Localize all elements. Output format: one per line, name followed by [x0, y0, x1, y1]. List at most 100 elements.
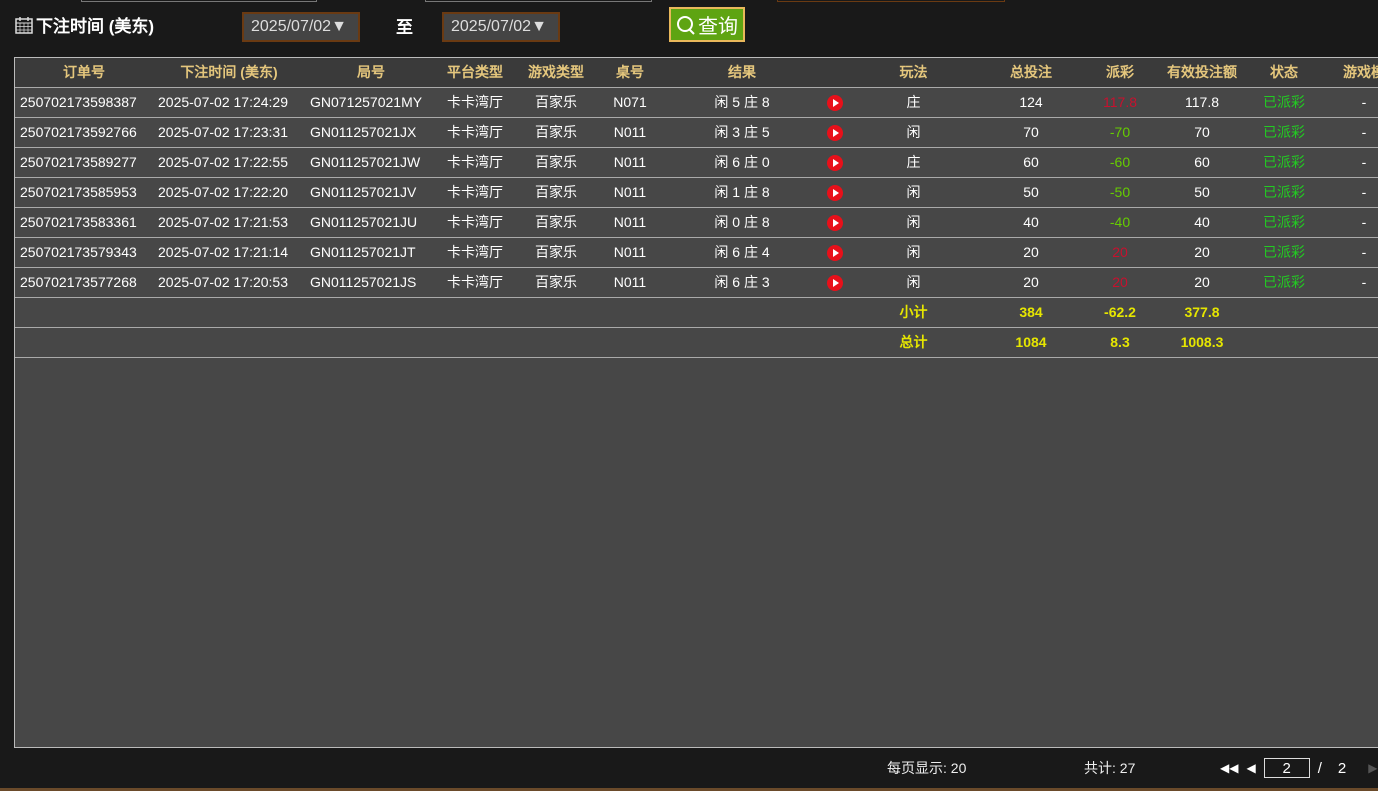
empty-cell [599, 327, 661, 358]
table-row[interactable]: 250702173592766 2025-07-02 17:23:31 GN0112… [15, 117, 1378, 148]
cell: N011 [599, 117, 661, 148]
play-video-icon[interactable] [826, 184, 843, 201]
cell: 闲 0 庄 8 [661, 207, 823, 238]
top-input-3[interactable] [777, 0, 1005, 2]
page-separator: / [1317, 759, 1322, 777]
end-date-select[interactable]: 2025/07/02▼ [442, 12, 560, 42]
cell: - [1323, 267, 1378, 298]
total_bet-cell: 1084 [981, 327, 1081, 358]
column-header: 状态 [1245, 58, 1323, 88]
empty-cell [513, 297, 599, 328]
cell: 20 [1159, 267, 1245, 298]
play-video-icon[interactable] [826, 124, 843, 141]
calendar-icon [15, 16, 33, 34]
table-row[interactable]: 250702173577268 2025-07-02 17:20:53 GN0112… [15, 267, 1378, 298]
column-header: 局号 [305, 58, 437, 88]
status-cell: 已派彩 [1245, 267, 1323, 298]
cell: 闲 6 庄 3 [661, 267, 823, 298]
cell: GN071257021MY [305, 87, 437, 118]
label-cell: 总计 [846, 327, 981, 358]
payout-cell: -40 [1081, 207, 1159, 238]
payout-cell: -50 [1081, 177, 1159, 208]
table-row[interactable]: 250702173583361 2025-07-02 17:21:53 GN0112… [15, 207, 1378, 238]
per-page-label: 每页显示: 20 [887, 760, 967, 776]
cell: N071 [599, 87, 661, 118]
payout-cell: -60 [1081, 147, 1159, 178]
cell: 百家乐 [513, 87, 599, 118]
status-cell: 已派彩 [1245, 177, 1323, 208]
payout-cell: -70 [1081, 117, 1159, 148]
cell: 庄 [846, 87, 981, 118]
cell: N011 [599, 237, 661, 268]
page-input[interactable] [1263, 758, 1310, 778]
column-header: 平台类型 [437, 58, 513, 88]
bottom-strip [0, 788, 1378, 791]
cell: - [1323, 177, 1378, 208]
play-video-icon[interactable] [826, 94, 843, 111]
cell: 2025-07-02 17:23:31 [153, 117, 305, 148]
top-input-2[interactable] [425, 0, 652, 2]
table-row[interactable]: 250702173579343 2025-07-02 17:21:14 GN0112… [15, 237, 1378, 268]
play-video-icon[interactable] [826, 214, 843, 231]
cell: GN011257021JV [305, 177, 437, 208]
table-row[interactable]: 250702173585953 2025-07-02 17:22:20 GN0112… [15, 177, 1378, 208]
query-label: 查询 [698, 16, 738, 38]
prev-page-icon[interactable]: ◀ [1246, 761, 1256, 775]
cell: 闲 1 庄 8 [661, 177, 823, 208]
play-video-icon[interactable] [826, 244, 843, 261]
column-header: 总投注 [981, 58, 1081, 88]
valid_bet-cell: 377.8 [1159, 297, 1245, 328]
cell: 2025-07-02 17:22:55 [153, 147, 305, 178]
play-video-icon[interactable] [826, 274, 843, 291]
cell: 闲 [846, 237, 981, 268]
cell: 闲 6 庄 0 [661, 147, 823, 178]
subtotal-row: 小计 384 -62.2 377.8 [15, 297, 1378, 328]
cell: 250702173592766 [15, 117, 153, 148]
cell: GN011257021JT [305, 237, 437, 268]
cell: 117.8 [1159, 87, 1245, 118]
cell: 40 [981, 207, 1081, 238]
start-date-select[interactable]: 2025/07/02▼ [242, 12, 360, 42]
empty-cell [823, 327, 846, 358]
status-cell: 已派彩 [1245, 237, 1323, 268]
cell: 闲 6 庄 4 [661, 237, 823, 268]
table-row[interactable]: 250702173598387 2025-07-02 17:24:29 GN0712… [15, 87, 1378, 118]
empty-cell [153, 327, 305, 358]
query-button[interactable]: 查询 [669, 7, 745, 42]
cell [823, 117, 846, 148]
cell: 2025-07-02 17:20:53 [153, 267, 305, 298]
cell: 卡卡湾厅 [437, 237, 513, 268]
empty-cell [153, 297, 305, 328]
cell [823, 267, 846, 298]
cell: 闲 [846, 207, 981, 238]
empty-cell [437, 327, 513, 358]
next-page-icon[interactable]: ▶ [1368, 761, 1378, 775]
cell: 2025-07-02 17:21:14 [153, 237, 305, 268]
cell: 2025-07-02 17:21:53 [153, 207, 305, 238]
total-count: 共计: 27 [1084, 760, 1136, 776]
cell: N011 [599, 147, 661, 178]
status-cell: 已派彩 [1245, 147, 1323, 178]
empty-cell [599, 297, 661, 328]
empty-cell [1245, 297, 1323, 328]
empty-cell [661, 297, 823, 328]
cell: 卡卡湾厅 [437, 87, 513, 118]
cell: - [1323, 147, 1378, 178]
first-page-icon[interactable]: ◀◀ [1220, 761, 1239, 775]
cell: 2025-07-02 17:24:29 [153, 87, 305, 118]
play-video-icon[interactable] [826, 154, 843, 171]
cell: 百家乐 [513, 237, 599, 268]
cell: 百家乐 [513, 207, 599, 238]
top-input-1[interactable] [81, 0, 317, 2]
cell: 庄 [846, 147, 981, 178]
valid_bet-cell: 1008.3 [1159, 327, 1245, 358]
cell: 百家乐 [513, 267, 599, 298]
cell: 百家乐 [513, 147, 599, 178]
column-header: 有效投注额 [1159, 58, 1245, 88]
empty-cell [1323, 327, 1378, 358]
cell: 50 [1159, 177, 1245, 208]
table-row[interactable]: 250702173589277 2025-07-02 17:22:55 GN0112… [15, 147, 1378, 178]
to-label: 至 [396, 18, 413, 37]
empty-cell [437, 297, 513, 328]
cell: 60 [1159, 147, 1245, 178]
